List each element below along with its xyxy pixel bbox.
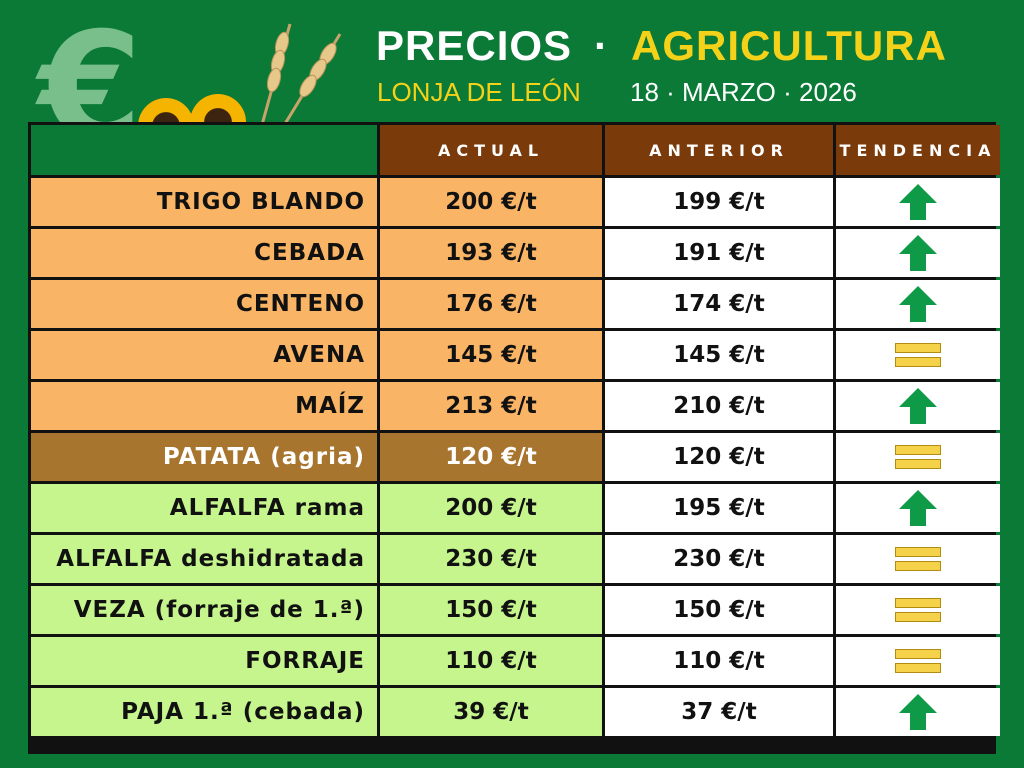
price-anterior: 110 €/t [605,637,833,685]
price-anterior: 195 €/t [605,484,833,532]
date: 18 · MARZO · 2026 [630,77,857,107]
price-table: ACTUAL ANTERIOR TENDENCIA TRIGO BLANDO 20… [28,122,1000,754]
price-actual: 39 €/t [380,688,602,736]
trend-up-arrow-icon [899,388,937,424]
header-corner [31,125,377,175]
price-actual: 110 €/t [380,637,602,685]
column-header-actual: ACTUAL [380,125,602,175]
trend-cell [836,229,1000,277]
trend-up-arrow-icon [899,184,937,220]
price-anterior: 37 €/t [605,688,833,736]
trend-up-arrow-icon [899,694,937,730]
product-name: AVENA [31,331,377,379]
price-anterior: 230 €/t [605,535,833,583]
product-name: PAJA 1.ª (cebada) [31,688,377,736]
wheat-icon [258,23,342,133]
product-name: CENTENO [31,280,377,328]
product-name: PATATA (agria) [31,433,377,481]
price-anterior: 145 €/t [605,331,833,379]
trend-equal-icon [895,649,941,673]
title-separator: · [594,22,610,69]
price-actual: 145 €/t [380,331,602,379]
price-actual: 230 €/t [380,535,602,583]
price-anterior: 199 €/t [605,178,833,226]
price-anterior: 120 €/t [605,433,833,481]
trend-cell [836,637,1000,685]
product-name: CEBADA [31,229,377,277]
trend-up-arrow-icon [899,286,937,322]
trend-cell [836,586,1000,634]
column-header-tendencia: TENDENCIA [836,125,1000,175]
header: € PRECIOS · AGRICULTURA LONJA DE LEÓN 18 ·… [0,0,1024,168]
price-actual: 213 €/t [380,382,602,430]
price-actual: 193 €/t [380,229,602,277]
price-anterior: 150 €/t [605,586,833,634]
page-title: PRECIOS · AGRICULTURA [376,20,976,72]
trend-equal-icon [895,445,941,469]
trend-cell [836,535,1000,583]
price-actual: 150 €/t [380,586,602,634]
trend-equal-icon [895,598,941,622]
subtitle: LONJA DE LEÓN [377,77,581,107]
product-name: VEZA (forraje de 1.ª) [31,586,377,634]
price-anterior: 191 €/t [605,229,833,277]
price-anterior: 174 €/t [605,280,833,328]
price-actual: 176 €/t [380,280,602,328]
product-name: MAÍZ [31,382,377,430]
price-actual: 120 €/t [380,433,602,481]
trend-up-arrow-icon [899,235,937,271]
title-precios: PRECIOS [376,22,573,69]
price-anterior: 210 €/t [605,382,833,430]
product-name: TRIGO BLANDO [31,178,377,226]
trend-cell [836,382,1000,430]
title-agricultura: AGRICULTURA [631,22,947,69]
trend-equal-icon [895,547,941,571]
trend-cell [836,331,1000,379]
trend-cell [836,433,1000,481]
trend-cell [836,178,1000,226]
product-name: FORRAJE [31,637,377,685]
trend-cell [836,688,1000,736]
column-header-anterior: ANTERIOR [605,125,833,175]
product-name: ALFALFA deshidratada [31,535,377,583]
price-actual: 200 €/t [380,484,602,532]
trend-up-arrow-icon [899,490,937,526]
trend-cell [836,484,1000,532]
price-actual: 200 €/t [380,178,602,226]
product-name: ALFALFA rama [31,484,377,532]
trend-cell [836,280,1000,328]
trend-equal-icon [895,343,941,367]
